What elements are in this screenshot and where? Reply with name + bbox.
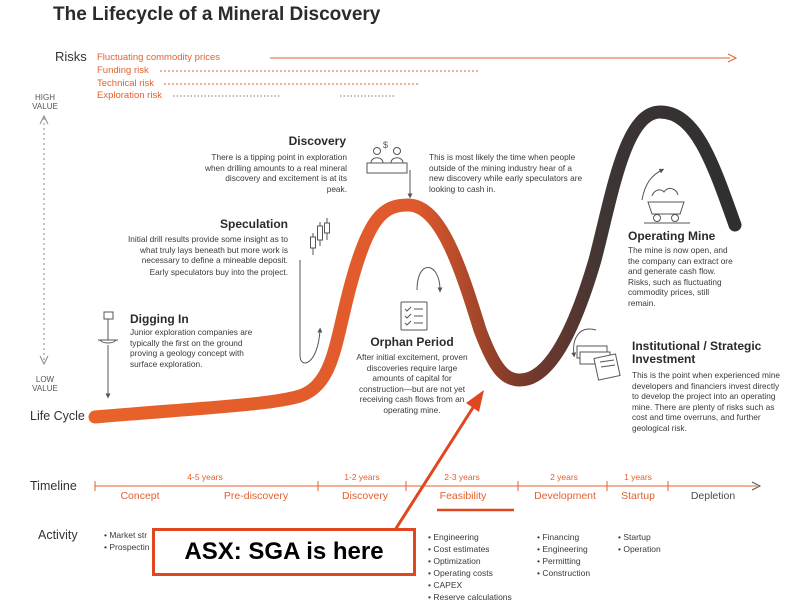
list-item: Operation (618, 543, 660, 555)
list-item: Market str (104, 529, 150, 541)
phase-pre-discovery: Pre-discovery (223, 490, 289, 502)
duration-feasibility: 2-3 years (444, 472, 480, 482)
phase-concept: Concept (120, 490, 160, 502)
traders-icon: $ (366, 140, 408, 174)
institutional-body: This is the point when experienced mine … (632, 370, 781, 433)
risks-label: Risks (55, 49, 87, 64)
callout-arrow (393, 390, 484, 531)
low-value-line2: VALUE (32, 384, 58, 393)
orphan-period-title: Orphan Period (370, 335, 454, 349)
risk-arrowhead (727, 53, 738, 63)
discovery-title: Discovery (288, 134, 346, 148)
candlestick-chart-icon (310, 218, 330, 255)
activity-label: Activity (38, 528, 78, 542)
page-title: The Lifecycle of a Mineral Discovery (53, 4, 381, 25)
connector-lines (105, 168, 665, 399)
phase-depletion: Depletion (690, 490, 736, 502)
discovery-body-left: There is a tipping point in exploration … (204, 152, 347, 194)
list-item: Permitting (537, 555, 590, 567)
mine-cart-icon (644, 187, 690, 224)
high-value-line1: HIGH (35, 93, 55, 102)
list-item: Engineering (428, 531, 512, 543)
high-value-line2: VALUE (32, 102, 58, 111)
digging-in-title: Digging In (130, 312, 189, 326)
institutional-arrow (571, 328, 597, 358)
risk-exploration: Exploration risk (97, 90, 162, 101)
list-item: Optimization (428, 555, 512, 567)
list-item: Reserve calculations (428, 591, 511, 603)
sga-callout-box: ASX: SGA is here (152, 528, 416, 576)
activity-list-development: Financing Engineering Permitting Constru… (537, 531, 590, 579)
activity-list-startup: Startup Operation (618, 531, 661, 555)
duration-discovery: 1-2 years (344, 472, 380, 482)
operating-arrow (641, 168, 665, 201)
value-axis-arrow-down (39, 355, 49, 366)
institutional-title: Institutional / Strategic Investment (632, 339, 762, 366)
phase-feasibility: Feasibility (439, 490, 487, 502)
risk-lines (160, 53, 738, 97)
discovery-body-right: This is most likely the time when people… (429, 152, 583, 194)
value-axis (39, 114, 49, 366)
high-value-label: HIGH VALUE (28, 93, 62, 111)
orphan-arrow (416, 267, 443, 293)
low-value-line1: LOW (35, 375, 55, 384)
duration-development: 2 years (550, 472, 578, 482)
phase-startup: Startup (621, 490, 655, 502)
operating-mine-title: Operating Mine (628, 229, 716, 243)
money-contract-icon (576, 345, 621, 381)
life-cycle-label: Life Cycle (30, 409, 85, 423)
duration-concept: 4-5 years (187, 472, 223, 482)
activity-list-feasibility: Engineering Cost estimates Optimization … (428, 531, 512, 603)
drill-icon (98, 311, 118, 344)
svg-text:$: $ (383, 140, 388, 150)
lifecycle-curve (88, 105, 742, 424)
speculation-arrow (299, 260, 323, 364)
list-item: Prospectin (104, 541, 149, 553)
checklist-icon (400, 301, 428, 331)
speculation-title: Speculation (219, 217, 288, 231)
operating-mine-body: The mine is now open, and the company ca… (628, 245, 733, 308)
activity-list-concept: Market str Prospectin (104, 529, 150, 553)
orphan-period-body: After initial excitement, proven discove… (356, 352, 468, 415)
list-item: Startup (618, 531, 661, 543)
list-item: CAPEX (428, 579, 512, 591)
list-item: Construction (537, 567, 590, 579)
list-item: Operating costs (428, 567, 512, 579)
risk-commodity-prices: Fluctuating commodity prices (97, 52, 221, 63)
list-item: Financing (537, 531, 590, 543)
speculation-body: Initial drill results provide some insig… (127, 234, 288, 266)
risk-technical: Technical risk (97, 78, 155, 89)
list-item: Engineering (537, 543, 590, 555)
phase-development: Development (534, 490, 596, 502)
low-value-label: LOW VALUE (28, 375, 62, 393)
speculation-body-2: Early speculators buy into the project. (149, 267, 288, 277)
risk-funding: Funding risk (97, 65, 149, 76)
digging-in-body: Junior exploration companies are typical… (130, 327, 253, 369)
timeline-label: Timeline (30, 479, 77, 493)
list-item: Cost estimates (428, 543, 512, 555)
timeline-arrow (751, 481, 762, 491)
duration-startup: 1 years (624, 472, 652, 482)
value-axis-arrow-up (39, 114, 49, 125)
phase-discovery: Discovery (341, 490, 389, 502)
timeline-axis (94, 481, 762, 512)
